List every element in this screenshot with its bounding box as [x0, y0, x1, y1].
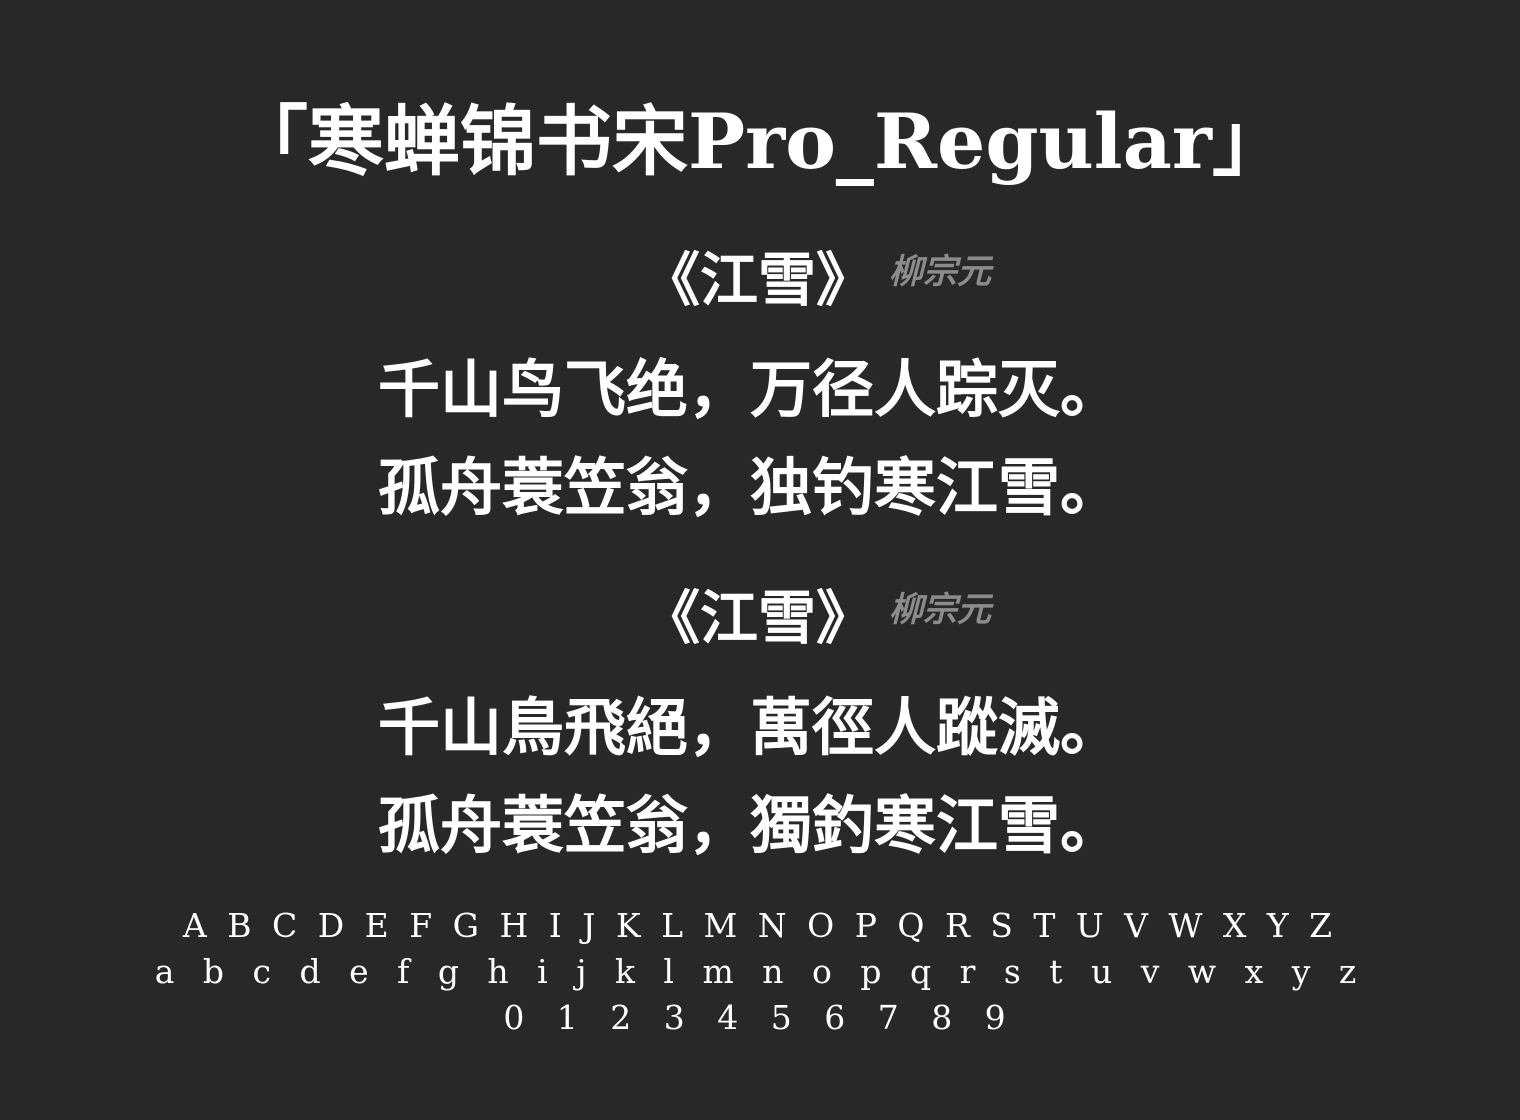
- lowercase-alphabet: a b c d e f g h i j k l m n o p q r s t …: [154, 952, 1366, 991]
- poem-title: 《江雪》: [642, 584, 875, 652]
- poem-author: 柳宗元: [889, 590, 991, 630]
- poem-line-1: 千山鳥飛絕，萬徑人蹤滅。: [378, 691, 1123, 764]
- poem-author: 柳宗元: [889, 252, 991, 292]
- poem-title: 《江雪》: [642, 246, 875, 314]
- poem-heading: 《江雪》 柳宗元: [0, 240, 1520, 320]
- poem-traditional: 《江雪》 柳宗元 千山鳥飛絕，萬徑人蹤滅。 孤舟蓑笠翁，獨釣寒江雪。: [0, 578, 1520, 862]
- poem-heading: 《江雪》 柳宗元: [0, 578, 1520, 658]
- font-name-title: 「寒蝉锦书宋Pro_Regular」: [232, 97, 1288, 186]
- digit-row: 0 1 2 3 4 5 6 7 8 9: [503, 998, 1017, 1037]
- poem-line-1: 千山鸟飞绝，万径人踪灭。: [378, 353, 1123, 426]
- poem-line-2: 孤舟蓑笠翁，独钓寒江雪。: [378, 451, 1123, 524]
- uppercase-alphabet: A B C D E F G H I J K L M N O P Q R S T …: [182, 906, 1338, 945]
- poem-simplified: 《江雪》 柳宗元 千山鸟飞绝，万径人踪灭。 孤舟蓑笠翁，独钓寒江雪。: [0, 240, 1520, 524]
- poem-line-2: 孤舟蓑笠翁，獨釣寒江雪。: [378, 789, 1123, 862]
